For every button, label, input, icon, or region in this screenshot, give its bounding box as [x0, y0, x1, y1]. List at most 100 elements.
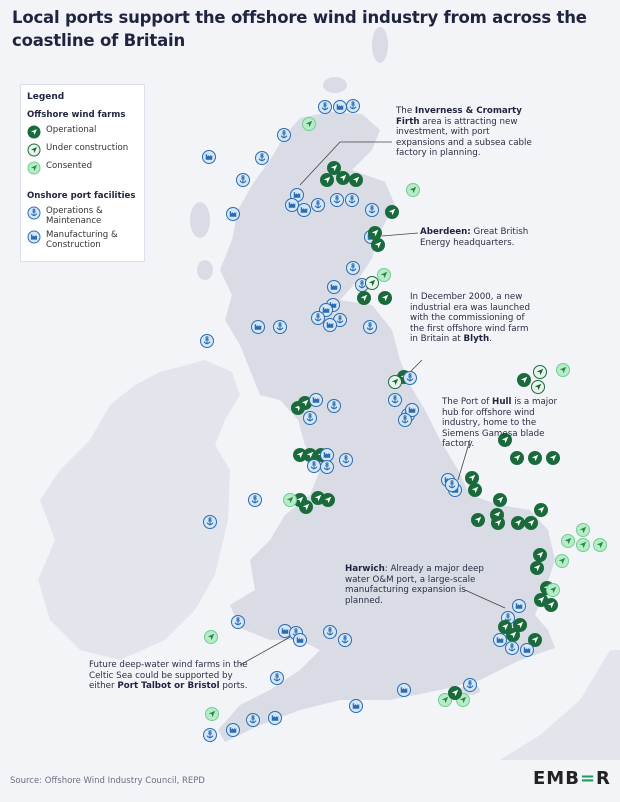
consented-wind-farm-marker: [556, 363, 570, 377]
operational-wind-farm-marker: [357, 291, 371, 305]
annotation-hull: The Port of Hull is a major hub for offs…: [442, 397, 558, 450]
ireland-landmass: [38, 360, 240, 660]
om-port-marker: [338, 633, 352, 647]
legend-item-label: Manufacturing & Construction: [46, 230, 118, 250]
manufacturing-port-marker: [520, 643, 534, 657]
om-port-marker: [303, 411, 317, 425]
legend-item-label: Consented: [46, 161, 93, 171]
manufacturing-port-marker: [397, 683, 411, 697]
om-port-marker: [345, 193, 359, 207]
manufacturing-port-marker: [405, 403, 419, 417]
operational-wind-farm-marker: [546, 451, 560, 465]
operational-wind-farm-marker: [368, 226, 382, 240]
operational-wind-farm-marker: [327, 161, 341, 175]
operational-wind-farm-marker: [349, 173, 363, 187]
operational-wind-farm-marker: [510, 451, 524, 465]
ember-logo: EMB=R: [533, 768, 611, 789]
operational-wind-farm-marker: [534, 503, 548, 517]
operational-wind-farm-marker: [530, 561, 544, 575]
om-port-marker: [203, 728, 217, 742]
consented-wind-farm-marker: [302, 117, 316, 131]
annotation-inverness: The Inverness & Cromarty Firth area is a…: [396, 106, 532, 159]
manufacturing-port-marker: [320, 448, 334, 462]
operational-wind-farm-marker: [513, 618, 527, 632]
om-port-marker: [311, 311, 325, 325]
consented-wind-farm-marker: [546, 583, 560, 597]
source-note: Source: Offshore Wind Industry Council, …: [10, 776, 205, 786]
legend-item: Operations & Maintenance: [27, 206, 136, 226]
annotation-blyth: In December 2000, a new industrial era w…: [410, 292, 530, 345]
om-port-marker: [398, 413, 412, 427]
om-port-marker: [248, 493, 262, 507]
consented-wind-farm-marker: [561, 534, 575, 548]
om-port-marker: [236, 173, 250, 187]
om-port-marker: [463, 678, 477, 692]
om-port-marker: [363, 320, 377, 334]
om-port-marker: [200, 334, 214, 348]
legend-item: Operational: [27, 125, 136, 139]
manufacturing-port-marker: [512, 599, 526, 613]
britain-landmass: [218, 112, 555, 742]
consented-wind-farm-marker: [438, 693, 452, 707]
legend-port-heading: Onshore port facilities: [27, 191, 136, 201]
consented-wind-farm-marker: [204, 630, 218, 644]
legend-item: Consented: [27, 161, 136, 175]
om-port-marker: [246, 713, 260, 727]
om-port-marker: [339, 453, 353, 467]
factory-icon: [27, 230, 41, 244]
om-port-marker: [255, 151, 269, 165]
annotation-leader-lines: [239, 141, 506, 666]
operational-wind-farm-marker: [448, 686, 462, 700]
operational-wind-farm-marker: [465, 471, 479, 485]
map: [38, 27, 620, 760]
operational-wind-farm-marker: [471, 513, 485, 527]
operational-wind-farm-marker: [528, 451, 542, 465]
manufacturing-port-marker: [251, 320, 265, 334]
annotation-celtic-sea: Future deep-water wind farms in the Celt…: [89, 660, 248, 692]
om-port-marker: [307, 459, 321, 473]
om-port-marker: [505, 641, 519, 655]
om-port-marker: [330, 193, 344, 207]
legend-item-label: Under construction: [46, 143, 129, 153]
om-port-marker: [327, 399, 341, 413]
operational-wind-farm-marker: [385, 205, 399, 219]
om-port-marker: [311, 198, 325, 212]
turbine-icon: [27, 161, 41, 175]
om-port-marker: [273, 320, 287, 334]
manufacturing-port-marker: [202, 150, 216, 164]
operational-wind-farm-marker: [533, 548, 547, 562]
om-port-marker: [365, 203, 379, 217]
anchor-icon: [27, 206, 41, 220]
operational-wind-farm-marker: [378, 291, 392, 305]
operational-wind-farm-marker: [491, 516, 505, 530]
om-port-marker: [388, 393, 402, 407]
om-port-marker: [445, 478, 459, 492]
markers-layer: [200, 99, 607, 742]
legend-title: Legend: [27, 92, 65, 102]
france-landmass: [500, 650, 620, 760]
consented-wind-farm-marker: [576, 538, 590, 552]
operational-wind-farm-marker: [498, 433, 512, 447]
consented-wind-farm-marker: [406, 183, 420, 197]
consented-wind-farm-marker: [377, 268, 391, 282]
operational-wind-farm-marker: [468, 483, 482, 497]
operational-wind-farm-marker: [506, 628, 520, 642]
legend-item-label: Operational: [46, 125, 97, 135]
manufacturing-port-marker: [333, 100, 347, 114]
om-port-marker: [277, 128, 291, 142]
om-port-marker: [346, 261, 360, 275]
operational-wind-farm-marker: [299, 500, 313, 514]
operational-wind-farm-marker: [320, 173, 334, 187]
operational-wind-farm-marker: [336, 171, 350, 185]
om-port-marker: [203, 515, 217, 529]
manufacturing-port-marker: [297, 203, 311, 217]
annotation-aberdeen: Aberdeen: Great British Energy headquart…: [420, 227, 529, 248]
annotation-harwich: Harwich: Already a major deep water O&M …: [345, 564, 484, 606]
legend-item: Under construction: [27, 143, 136, 157]
operational-wind-farm-marker: [298, 396, 312, 410]
consented-wind-farm-marker: [283, 493, 297, 507]
page-title: Local ports support the offshore wind in…: [12, 8, 587, 50]
om-port-marker: [403, 371, 417, 385]
manufacturing-port-marker: [323, 318, 337, 332]
manufacturing-port-marker: [293, 633, 307, 647]
